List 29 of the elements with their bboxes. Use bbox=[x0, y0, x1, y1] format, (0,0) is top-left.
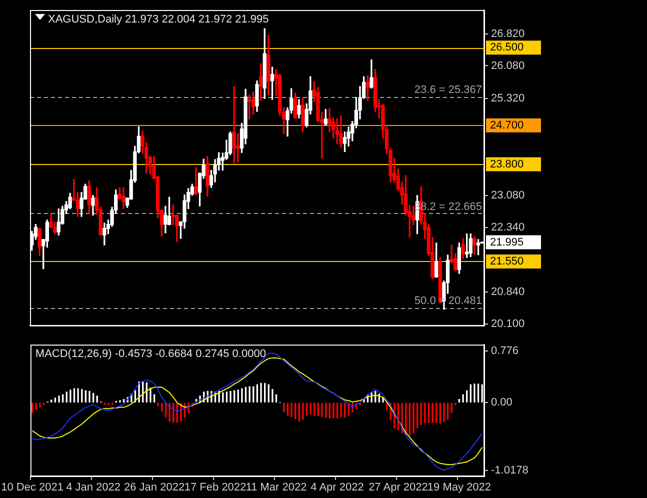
x-tick-label: 4 Apr 2022 bbox=[310, 482, 364, 494]
x-tick-label: 4 Jan 2022 bbox=[66, 482, 121, 494]
y-tick-label: 20.100 bbox=[491, 318, 525, 330]
y-tick-label: 0.00 bbox=[491, 396, 512, 409]
y-tick-label: 0.776 bbox=[491, 344, 519, 357]
ref-line-label: 23.800 bbox=[490, 158, 524, 170]
y-tick-label: 20.840 bbox=[491, 286, 525, 298]
y-tick-label: -1.0178 bbox=[491, 464, 528, 477]
x-tick-label: 11 Mar 2022 bbox=[246, 482, 307, 494]
ref-line-label: 26.500 bbox=[490, 42, 524, 54]
y-tick-label: 25.320 bbox=[491, 92, 525, 105]
x-tick-label: 26 Jan 2022 bbox=[124, 482, 185, 494]
ref-line-label: 23.6 = 25.367 bbox=[414, 84, 482, 96]
text: 21.995 bbox=[490, 236, 524, 248]
candlestick bbox=[236, 133, 240, 162]
x-tick-label: 10 Dec 2021 bbox=[1, 482, 64, 494]
y-tick-label: 26.080 bbox=[491, 60, 525, 72]
ref-line-label: 50.0 = 20.481 bbox=[414, 295, 482, 308]
chart-title: MACD(12,26,9) -0.4573 -0.6684 0.2745 0.0000 bbox=[35, 348, 266, 360]
y-tick-label: 26.820 bbox=[491, 28, 525, 40]
candlestick bbox=[171, 204, 175, 226]
y-tick-label: 23.080 bbox=[491, 189, 525, 202]
x-tick-label: 17 Feb 2022 bbox=[184, 482, 246, 494]
ref-line-label: 24.700 bbox=[490, 119, 524, 132]
ref-line-label: 21.550 bbox=[490, 255, 524, 268]
y-tick-label: 22.340 bbox=[491, 221, 525, 234]
x-tick-label: 27 Apr 2022 bbox=[368, 482, 428, 494]
chart-title: XAGUSD,Daily 21.973 22.004 21.972 21.995 bbox=[48, 14, 269, 26]
x-tick-label: 19 May 2022 bbox=[427, 482, 492, 494]
